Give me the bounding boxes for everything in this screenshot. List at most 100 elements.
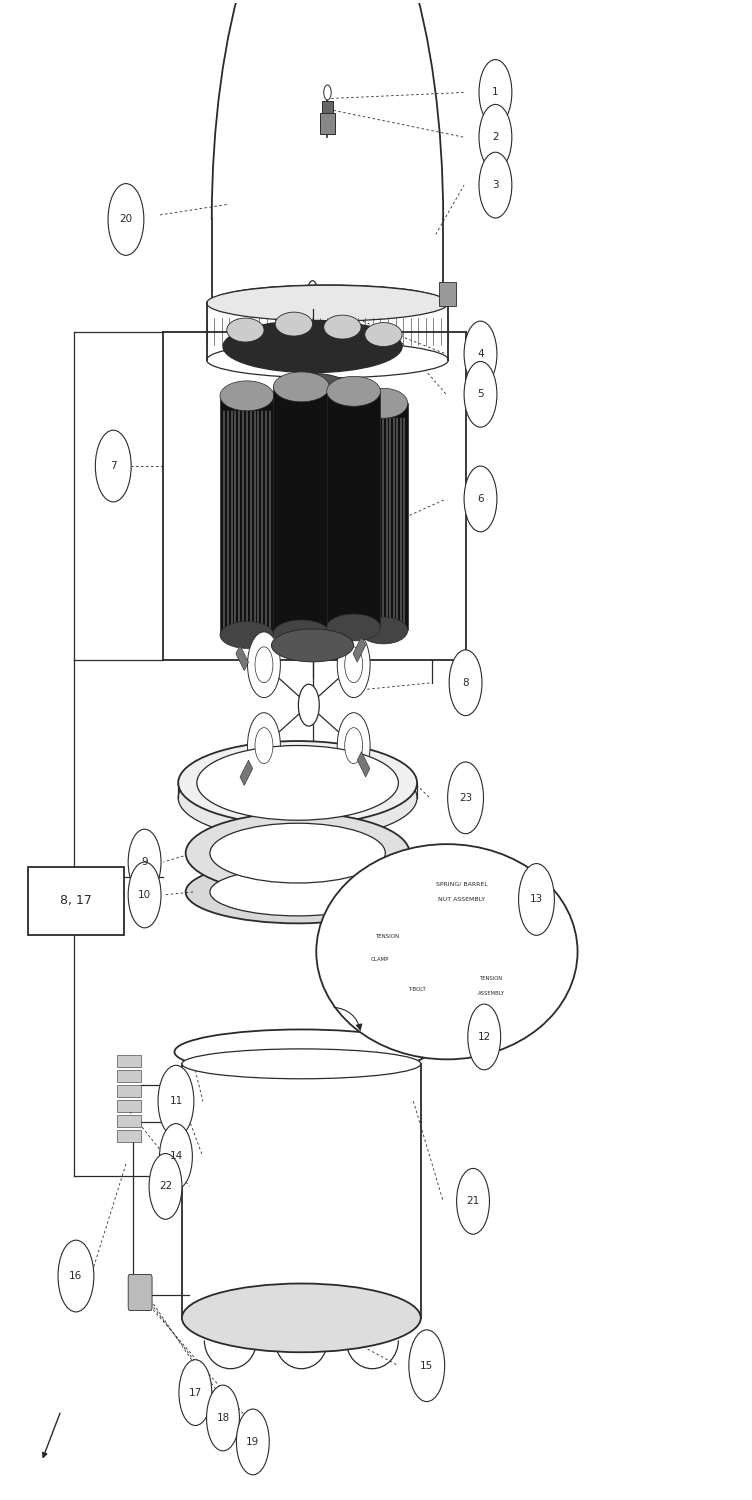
Bar [359,404,408,630]
Circle shape [449,650,482,716]
FancyBboxPatch shape [117,1070,141,1082]
Text: 7: 7 [110,460,117,471]
Text: 11: 11 [169,1096,183,1106]
Bar [326,392,381,627]
Ellipse shape [275,374,350,404]
Circle shape [247,712,280,778]
Text: NUT ASSEMBLY: NUT ASSEMBLY [438,897,485,902]
Ellipse shape [359,616,408,644]
Circle shape [128,862,161,928]
FancyBboxPatch shape [439,282,456,306]
Bar [357,752,370,777]
Ellipse shape [174,1029,428,1074]
Ellipse shape [182,1284,421,1353]
Text: 6: 6 [478,494,484,504]
Ellipse shape [274,372,329,402]
FancyBboxPatch shape [320,114,335,135]
Ellipse shape [359,388,408,418]
Circle shape [158,1065,194,1137]
Ellipse shape [275,312,313,336]
Circle shape [479,152,512,217]
Circle shape [337,712,370,778]
Text: 22: 22 [159,1182,172,1191]
Ellipse shape [324,315,361,339]
Ellipse shape [178,741,417,825]
FancyBboxPatch shape [128,1275,152,1311]
Ellipse shape [326,614,381,640]
Circle shape [447,762,484,834]
Circle shape [128,830,161,896]
Ellipse shape [317,844,578,1059]
FancyBboxPatch shape [323,102,332,114]
Ellipse shape [212,285,443,318]
Circle shape [337,632,370,698]
Circle shape [255,646,273,682]
Text: SPRING/ BARREL: SPRING/ BARREL [436,882,488,886]
Circle shape [519,864,554,936]
Ellipse shape [223,321,402,372]
Ellipse shape [365,322,402,346]
Circle shape [456,1168,490,1234]
Text: 15: 15 [420,1360,433,1371]
Ellipse shape [274,620,329,646]
Ellipse shape [271,628,353,662]
Bar [236,645,248,670]
Text: TENSION: TENSION [375,934,399,939]
Ellipse shape [210,868,385,916]
Bar [220,396,274,634]
Circle shape [344,728,362,764]
Ellipse shape [226,318,264,342]
Text: 16: 16 [69,1270,83,1281]
Bar [240,760,253,786]
Bar [353,638,365,662]
Circle shape [179,1359,212,1425]
Text: 10: 10 [138,890,151,900]
Ellipse shape [220,621,274,648]
Circle shape [344,646,362,682]
Text: 3: 3 [492,180,499,190]
Text: 14: 14 [169,1152,183,1161]
Text: 8: 8 [462,678,469,687]
Text: TENSION: TENSION [480,976,503,981]
Circle shape [324,86,331,100]
Circle shape [479,60,512,126]
FancyBboxPatch shape [117,1114,141,1126]
Text: T-BOLT: T-BOLT [408,987,426,992]
Text: 17: 17 [189,1388,202,1398]
Ellipse shape [210,824,385,884]
FancyBboxPatch shape [117,1084,141,1096]
Ellipse shape [182,1048,421,1078]
Text: 9: 9 [141,856,148,867]
Circle shape [96,430,131,502]
FancyBboxPatch shape [117,1130,141,1142]
Text: CLAMP: CLAMP [371,957,389,962]
Circle shape [255,728,273,764]
Circle shape [479,105,512,170]
Circle shape [464,321,497,387]
Text: 12: 12 [478,1032,491,1042]
Text: 13: 13 [530,894,543,904]
Circle shape [468,1004,501,1070]
Ellipse shape [197,746,399,821]
FancyBboxPatch shape [28,867,123,936]
Text: 1: 1 [492,87,499,98]
Ellipse shape [178,756,417,840]
Circle shape [159,1124,193,1190]
Text: 4: 4 [478,350,484,358]
Circle shape [207,1384,239,1450]
Circle shape [464,466,497,532]
Circle shape [58,1240,94,1312]
Circle shape [299,684,320,726]
FancyBboxPatch shape [117,1100,141,1112]
Text: 23: 23 [459,794,472,802]
Circle shape [247,632,280,698]
Text: 19: 19 [246,1437,259,1448]
Ellipse shape [207,342,448,378]
Ellipse shape [220,381,274,411]
Text: 5: 5 [478,390,484,399]
Circle shape [236,1408,269,1474]
Ellipse shape [207,285,448,321]
Text: 8, 17: 8, 17 [60,894,92,908]
Ellipse shape [326,376,381,406]
Circle shape [108,183,144,255]
